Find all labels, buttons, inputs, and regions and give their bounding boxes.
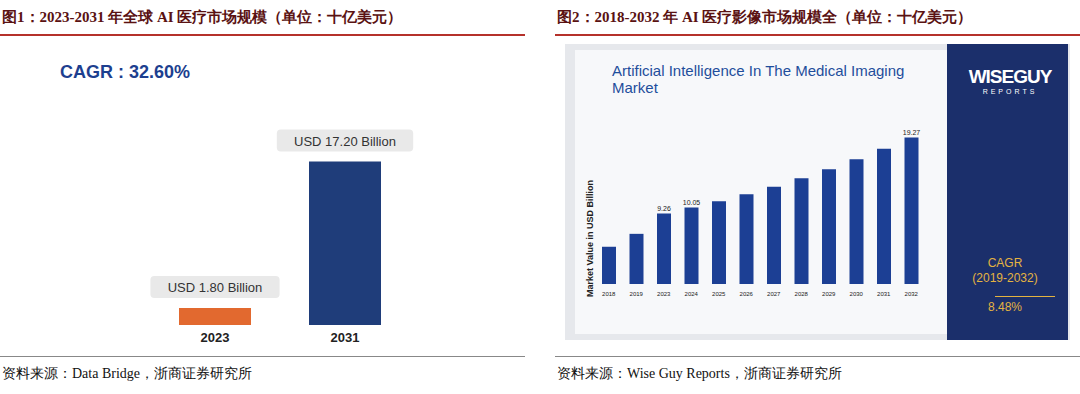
svg-text:2029: 2029 [822,291,836,297]
html-text:资料来源：Wise Guy Reports，浙商证券研究所: 资料来源：Wise Guy Reports，浙商证券研究所 [557,366,842,381]
svg-text:2031: 2031 [331,330,360,345]
html-text:CAGR : 32.60%: CAGR : 32.60% [60,62,190,82]
svg-text:2023: 2023 [657,291,671,297]
svg-text:USD 17.20 Billion: USD 17.20 Billion [294,134,396,149]
svg-text:9.26: 9.26 [657,205,671,212]
svg-text:2018: 2018 [602,291,616,297]
svg-text:2019: 2019 [630,291,644,297]
svg-text:2026: 2026 [740,291,754,297]
svg-text:2032: 2032 [905,291,919,297]
svg-text:10.05: 10.05 [683,199,701,206]
svg-text:2028: 2028 [795,291,809,297]
html-text:资料来源：Data Bridge，浙商证券研究所: 资料来源：Data Bridge，浙商证券研究所 [2,366,252,381]
svg-text:2024: 2024 [685,291,699,297]
html-text:(2019-2032): (2019-2032) [972,271,1038,285]
html-text:8.48%: 8.48% [988,300,1022,314]
svg-text:2030: 2030 [850,291,864,297]
svg-text:19.27: 19.27 [903,129,921,136]
html-text:图1：2023-2031 年全球 AI 医疗市场规模（单位：: 图1：2023-2031 年全球 AI 医疗市场规模（单位：十亿美元） [2,9,403,25]
svg-text:2031: 2031 [877,291,891,297]
html-text:图2：2018-2032 年 AI 医疗影像市场规模全（单位: 图2：2018-2032 年 AI 医疗影像市场规模全（单位：十亿美元） [557,9,973,25]
html-text:Artificial Intelligence In The: Artificial Intelligence In The Medical I… [612,62,905,96]
svg-text:2023: 2023 [201,330,230,345]
svg-text:2025: 2025 [712,291,726,297]
svg-text:2027: 2027 [767,291,781,297]
svg-text:USD 1.80 Billion: USD 1.80 Billion [168,280,263,295]
html-text:WISEGUY: WISEGUY [968,66,1052,87]
html-text:Market Value in USD Billion: Market Value in USD Billion [585,180,595,297]
html-text:REPORTS: REPORTS [982,88,1038,95]
html-text:CAGR: CAGR [987,256,1023,270]
